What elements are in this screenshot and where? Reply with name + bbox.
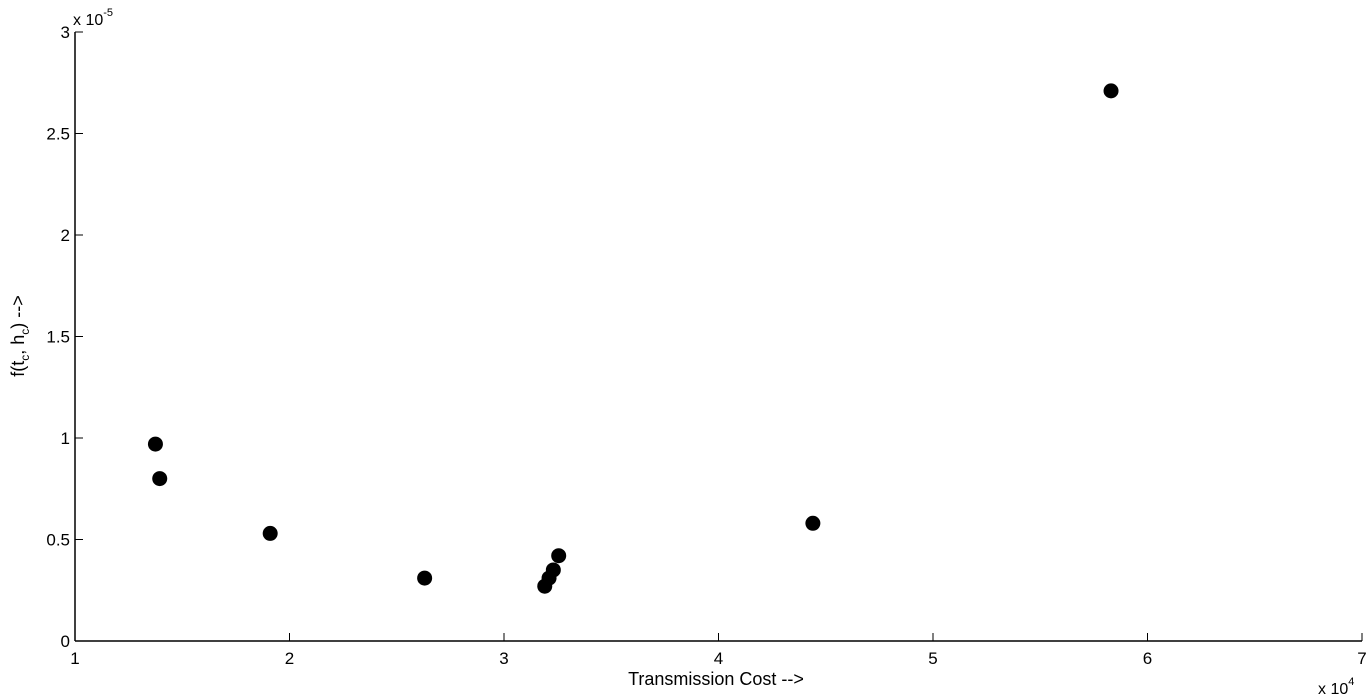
x-multiplier-base: x 10 [1318,681,1348,696]
y-axis-label-sub1: c [18,355,32,361]
data-point [805,515,821,531]
x-axis-multiplier: x 104 [1318,676,1354,696]
y-axis-label-sub2: c [18,329,32,335]
y-axis-label-prefix: f(t [8,361,28,377]
x-tick-label: 3 [499,649,508,668]
y-tick-label: 3 [61,23,70,42]
data-point [262,525,278,541]
y-tick-label: 2.5 [46,125,70,144]
x-tick-label: 4 [714,649,723,668]
x-tick-label: 2 [285,649,294,668]
y-ticks: 0 0.5 1 1.5 2 2.5 3 [46,23,83,651]
x-ticks: 1 2 3 4 5 6 7 [70,633,1367,668]
x-tick-label: 1 [70,649,79,668]
y-axis-label-suffix: ) --> [8,295,28,329]
y-tick-label: 1.5 [46,328,70,347]
x-axis-label: Transmission Cost --> [628,669,804,689]
y-tick-label: 0.5 [46,531,70,550]
data-point [1103,83,1119,99]
data-point [152,471,168,487]
y-axis-label: f(tc, hc) --> [8,295,32,377]
x-multiplier-exponent: 4 [1348,676,1354,688]
y-tick-label: 0 [61,632,70,651]
x-tick-label: 5 [928,649,937,668]
x-tick-label: 6 [1143,649,1152,668]
axes [74,32,1362,642]
data-point [551,548,567,564]
data-points [147,83,1119,594]
y-tick-label: 2 [61,226,70,245]
y-tick-label: 1 [61,429,70,448]
data-point [147,436,163,452]
y-multiplier-exponent: -5 [103,7,113,19]
x-tick-label: 7 [1357,649,1366,668]
y-axis-label-middle: , h [8,335,28,355]
data-point [545,562,561,578]
y-axis-multiplier: x 10-5 [73,7,113,29]
y-multiplier-base: x 10 [73,12,103,29]
data-point [417,570,433,586]
